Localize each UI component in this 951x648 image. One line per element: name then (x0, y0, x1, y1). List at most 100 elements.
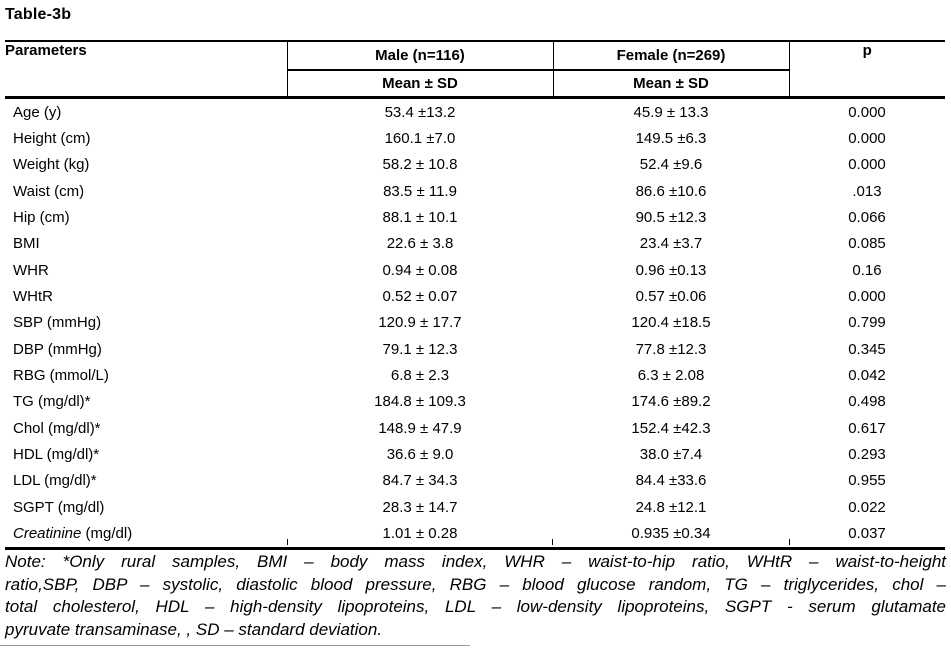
female-mean-sd-cell: 0.935 ±0.34 (553, 520, 789, 550)
p-value-cell: 0.037 (789, 520, 945, 550)
bottom-border-tick (552, 539, 553, 545)
table-row: Creatinine (mg/dl) 1.01 ± 0.28 0.935 ±0.34… (5, 520, 945, 550)
p-value-cell: 0.066 (848, 209, 886, 227)
male-mean-sd-cell: 1.01 ± 0.28 (287, 520, 553, 550)
table-header: Parameters Male (n=116) Female (n=269) p… (5, 40, 945, 99)
female-mean-sd-cell: 0.57 ±0.06 (635, 288, 707, 306)
table-note: Note: *Only rural samples, BMI – body ma… (5, 551, 946, 641)
female-mean-sd-cell: 149.5 ±6.3 (635, 130, 707, 148)
p-value-cell: 0.498 (848, 393, 886, 411)
p-value-cell: 0.293 (848, 446, 886, 464)
parameter-cell: Creatinine (mg/dl) (5, 520, 287, 550)
parameter-cell: Weight (kg) (13, 156, 90, 174)
female-mean-sd-cell: 23.4 ±3.7 (639, 235, 703, 253)
parameter-cell: TG (mg/dl)* (13, 393, 91, 411)
p-value-cell: 0.345 (848, 340, 886, 358)
p-value-cell: .013 (852, 182, 882, 200)
col-header-p: p (789, 40, 945, 99)
p-value-cell: 0.000 (848, 288, 886, 306)
parameter-cell: DBP (mmHg) (13, 340, 102, 358)
female-mean-sd-cell: 174.6 ±89.2 (631, 393, 711, 411)
male-mean-sd-cell: 0.52 ± 0.07 (382, 288, 458, 306)
bottom-border-tick (287, 539, 288, 545)
p-value-cell: 0.085 (848, 235, 886, 253)
female-mean-sd-cell: 120.4 ±18.5 (631, 314, 711, 332)
p-value-cell: 0.799 (848, 314, 886, 332)
p-value-cell: 0.617 (848, 419, 886, 437)
parameter-cell: SGPT (mg/dl) (13, 498, 105, 516)
header-row-subheaders: Mean ± SD Mean ± SD (5, 70, 945, 99)
p-value-cell: 0.16 (852, 261, 882, 279)
female-mean-sd-cell: 38.0 ±7.4 (639, 446, 703, 464)
table-row: Height (cm) 160.1 ±7.0 149.5 ±6.3 0.000 (5, 125, 945, 151)
col-header-male: Male (n=116) (287, 40, 554, 71)
parameter-cell: Hip (cm) (13, 209, 70, 227)
table-row: SGPT (mg/dl) 28.3 ± 14.7 24.8 ±12.1 0.022 (5, 494, 945, 520)
note-line: Note: *Only rural samples, BMI – body ma… (5, 552, 946, 571)
table-row: Hip (cm) 88.1 ± 10.1 90.5 ±12.3 0.066 (5, 204, 945, 230)
col-header-parameters: Parameters (5, 40, 288, 99)
parameter-cell: WHR (13, 261, 49, 279)
table-row: SBP (mmHg) 120.9 ± 17.7 120.4 ±18.5 0.799 (5, 310, 945, 336)
male-mean-sd-cell: 0.94 ± 0.08 (382, 261, 458, 279)
male-mean-sd-cell: 53.4 ±13.2 (384, 103, 456, 121)
parameter-cell: Chol (mg/dl)* (13, 419, 101, 437)
table-row: BMI 22.6 ± 3.8 23.4 ±3.7 0.085 (5, 231, 945, 257)
parameter-cell: SBP (mmHg) (13, 314, 102, 332)
female-mean-sd-cell: 0.96 ±0.13 (635, 261, 707, 279)
table-row: TG (mg/dl)* 184.8 ± 109.3 174.6 ±89.2 0.498 (5, 389, 945, 415)
female-mean-sd-cell: 45.9 ± 13.3 (633, 103, 709, 121)
female-mean-sd-cell: 52.4 ±9.6 (639, 156, 703, 174)
note-line: total cholesterol, HDL – high-density li… (5, 597, 946, 616)
p-value-cell: 0.000 (848, 103, 886, 121)
male-mean-sd-cell: 28.3 ± 14.7 (382, 498, 458, 516)
female-mean-sd-cell: 90.5 ±12.3 (635, 209, 707, 227)
male-mean-sd-cell: 58.2 ± 10.8 (382, 156, 458, 174)
parameters-table: Parameters Male (n=116) Female (n=269) p… (5, 40, 945, 550)
p-value-cell: 0.000 (848, 130, 886, 148)
parameter-cell: LDL (mg/dl)* (13, 472, 97, 490)
bottom-border-tick (789, 539, 790, 545)
parameter-cell: WHtR (13, 288, 53, 306)
table-row: WHR 0.94 ± 0.08 0.96 ±0.13 0.16 (5, 257, 945, 283)
male-mean-sd-cell: 184.8 ± 109.3 (374, 393, 466, 411)
table-row: RBG (mmol/L) 6.8 ± 2.3 6.3 ± 2.08 0.042 (5, 362, 945, 388)
parameter-cell: RBG (mmol/L) (13, 367, 109, 385)
male-mean-sd-cell: 88.1 ± 10.1 (382, 209, 458, 227)
female-mean-sd-cell: 84.4 ±33.6 (635, 472, 707, 490)
table-row: Weight (kg) 58.2 ± 10.8 52.4 ±9.6 0.000 (5, 152, 945, 178)
male-mean-sd-cell: 22.6 ± 3.8 (386, 235, 454, 253)
cut-off-bottom-border (0, 645, 470, 646)
table-row: LDL (mg/dl)* 84.7 ± 34.3 84.4 ±33.6 0.955 (5, 468, 945, 494)
table-row: HDL (mg/dl)* 36.6 ± 9.0 38.0 ±7.4 0.293 (5, 441, 945, 467)
male-mean-sd-cell: 120.9 ± 17.7 (378, 314, 462, 332)
female-mean-sd-cell: 152.4 ±42.3 (631, 419, 711, 437)
female-mean-sd-cell: 86.6 ±10.6 (635, 182, 707, 200)
p-value-cell: 0.022 (848, 498, 886, 516)
male-mean-sd-cell: 84.7 ± 34.3 (382, 472, 458, 490)
male-mean-sd-cell: 83.5 ± 11.9 (383, 182, 457, 200)
male-mean-sd-cell: 79.1 ± 12.3 (382, 340, 458, 358)
p-value-cell: 0.000 (848, 156, 886, 174)
table-row: Waist (cm) 83.5 ± 11.9 86.6 ±10.6 .013 (5, 178, 945, 204)
parameter-cell: Waist (cm) (13, 182, 85, 200)
subheader-female-mean-sd: Mean ± SD (553, 70, 790, 99)
parameter-italic-part: Creatinine (13, 525, 82, 543)
table-caption: Table-3b (5, 6, 72, 23)
parameter-cell: HDL (mg/dl)* (13, 446, 100, 464)
subheader-male-mean-sd: Mean ± SD (287, 70, 554, 99)
table-row: WHtR 0.52 ± 0.07 0.57 ±0.06 0.000 (5, 283, 945, 309)
table-body: Age (y) 53.4 ±13.2 45.9 ± 13.3 0.000 Height … (5, 98, 945, 550)
male-mean-sd-cell: 6.8 ± 2.3 (390, 367, 450, 385)
parameter-cell: BMI (13, 235, 40, 253)
female-mean-sd-cell: 6.3 ± 2.08 (637, 367, 705, 385)
note-line: pyruvate transaminase, , SD – standard d… (5, 619, 383, 639)
male-mean-sd-cell: 160.1 ±7.0 (384, 130, 456, 148)
note-line: ratio,SBP, DBP – systolic, diastolic blo… (5, 574, 946, 594)
col-header-female: Female (n=269) (553, 40, 790, 71)
table-row: DBP (mmHg) 79.1 ± 12.3 77.8 ±12.3 0.345 (5, 336, 945, 362)
p-value-cell: 0.955 (848, 472, 886, 490)
female-mean-sd-cell: 24.8 ±12.1 (635, 498, 707, 516)
table-row: Age (y) 53.4 ±13.2 45.9 ± 13.3 0.000 (5, 98, 945, 126)
p-value-cell: 0.042 (848, 367, 886, 385)
